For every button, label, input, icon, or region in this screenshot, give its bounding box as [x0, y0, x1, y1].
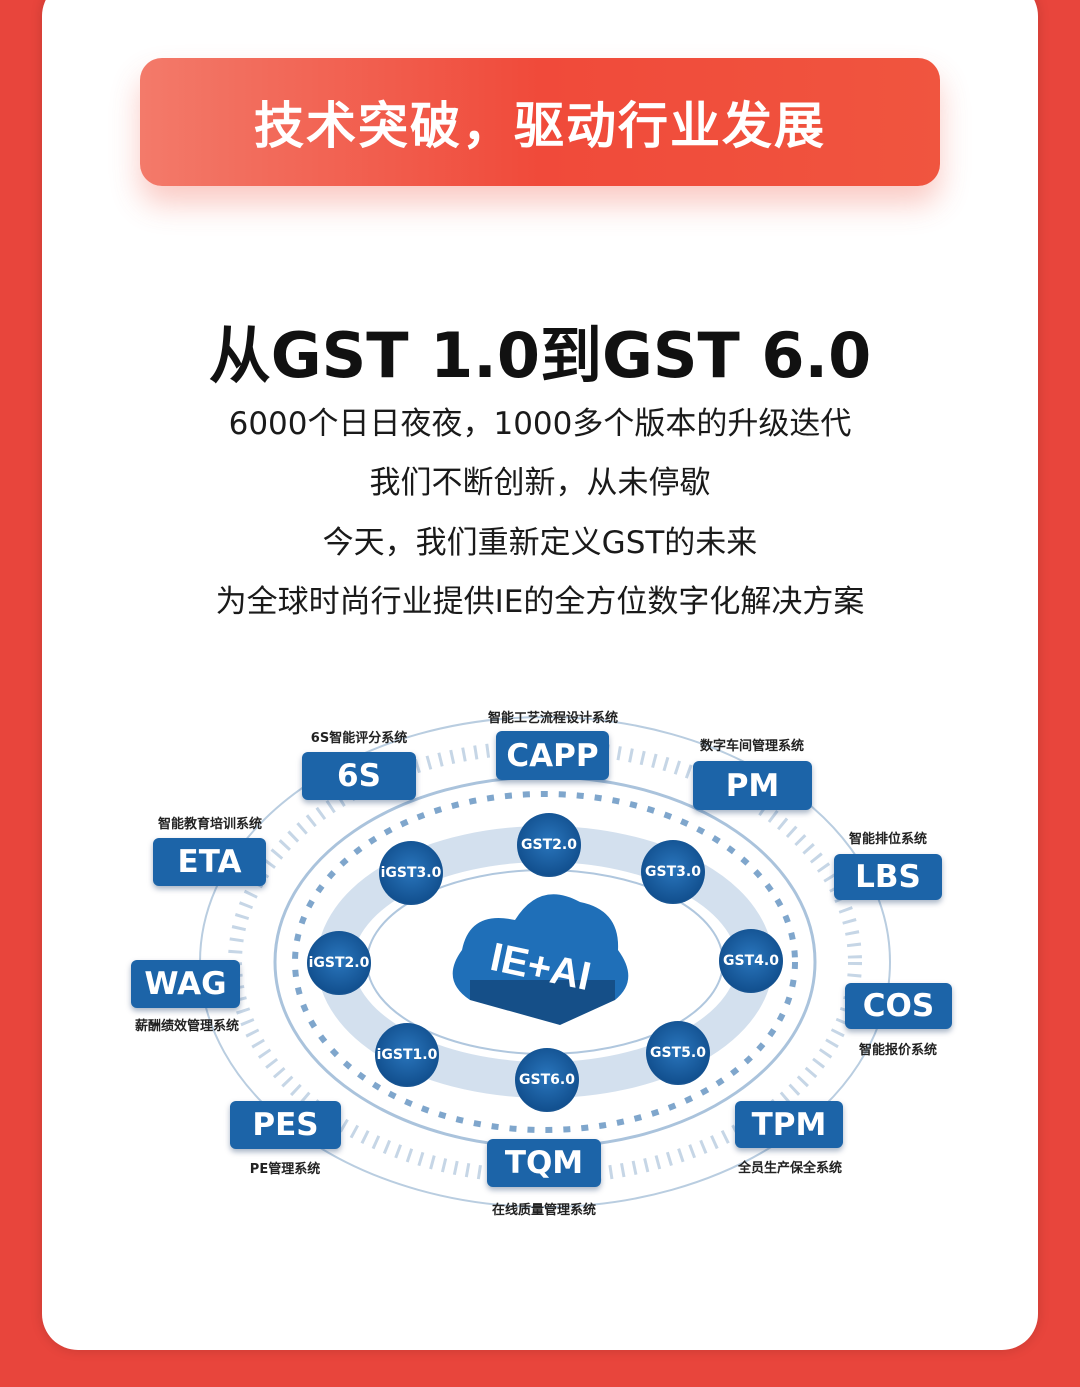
system-box-pm: PM [693, 761, 812, 810]
body-line: 为全球时尚行业提供IE的全方位数字化解决方案 [215, 584, 865, 620]
system-label: 智能报价系统 [858, 1043, 938, 1058]
system-label: 全员生产保全系统 [737, 1161, 843, 1176]
version-node: GST5.0 [646, 1021, 710, 1085]
cloud-icon: IE+AI [452, 894, 629, 1025]
version-node: GST6.0 [515, 1048, 579, 1112]
system-label: 智能工艺流程设计系统 [487, 711, 619, 726]
banner: 技术突破，驱动行业发展 [140, 58, 940, 186]
version-node: GST4.0 [719, 929, 783, 993]
version-node: GST2.0 [517, 813, 581, 877]
body-line: 今天，我们重新定义GST的未来 [322, 525, 758, 561]
body-line: 6000个日日夜夜，1000多个版本的升级迭代 [228, 406, 852, 442]
system-box-6s: 6S [302, 752, 416, 800]
system-label: 数字车间管理系统 [699, 739, 805, 754]
system-box-tqm: TQM [487, 1139, 601, 1187]
system-label: 智能教育培训系统 [157, 817, 263, 832]
system-label: 6S智能评分系统 [310, 731, 408, 746]
body-line: 我们不断创新，从未停歇 [369, 465, 711, 501]
content-card [42, 0, 1038, 1350]
system-box-tpm: TPM [735, 1101, 843, 1148]
version-node: iGST2.0 [307, 931, 371, 995]
system-box-eta: ETA [153, 838, 266, 886]
ring-diagram: IE+AI [199, 716, 891, 1208]
system-box-capp: CAPP [496, 731, 609, 780]
version-node: iGST3.0 [379, 841, 443, 905]
system-box-wag: WAG [131, 960, 240, 1008]
system-box-cos: COS [845, 983, 952, 1029]
version-node: iGST1.0 [375, 1023, 439, 1087]
system-label: 在线质量管理系统 [491, 1203, 597, 1218]
banner-text: 技术突破，驱动行业发展 [254, 97, 826, 155]
system-label: PE管理系统 [249, 1162, 321, 1177]
system-box-pes: PES [230, 1101, 341, 1149]
headline: 从GST 1.0到GST 6.0 [208, 319, 872, 392]
version-node: GST3.0 [641, 840, 705, 904]
system-label: 薪酬绩效管理系统 [134, 1019, 240, 1034]
system-label: 智能排位系统 [848, 832, 928, 847]
system-box-lbs: LBS [834, 854, 942, 900]
